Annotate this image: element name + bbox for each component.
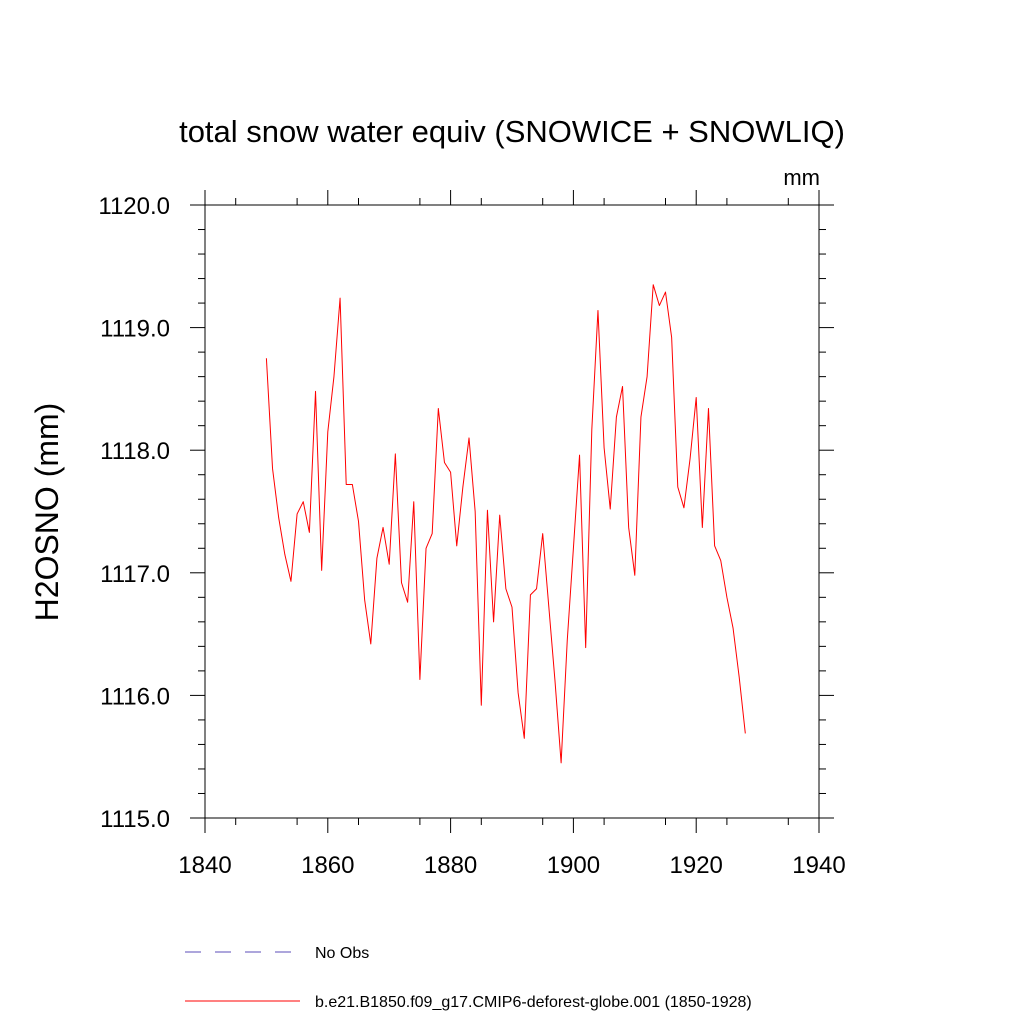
y-tick-label: 1120.0 bbox=[98, 193, 170, 220]
legend-label: No Obs bbox=[315, 945, 369, 962]
axis-ticks: 1840 1860 1880 1900 1920 1940 1115.0 1116.0 1117… bbox=[98, 190, 846, 879]
y-tick-label: 1115.0 bbox=[100, 806, 170, 833]
legend: No Obs b.e21.B1850.f09_g17.CMIP6-deforest… bbox=[185, 945, 752, 1011]
series-line bbox=[265, 284, 746, 764]
y-axis-label: H2OSNO (mm) bbox=[29, 403, 65, 622]
y-tick-label: 1119.0 bbox=[100, 316, 170, 343]
legend-label: b.e21.B1850.f09_g17.CMIP6-deforest-globe… bbox=[315, 994, 752, 1011]
y-tick-label: 1118.0 bbox=[100, 438, 170, 465]
units-label: mm bbox=[783, 165, 820, 190]
series-group bbox=[265, 284, 746, 764]
y-tick-label: 1116.0 bbox=[100, 683, 170, 710]
x-tick-label: 1840 bbox=[178, 852, 231, 879]
chart-title: total snow water equiv (SNOWICE + SNOWLI… bbox=[179, 114, 845, 149]
x-tick-label: 1900 bbox=[547, 852, 600, 879]
x-tick-label: 1880 bbox=[424, 852, 477, 879]
x-tick-label: 1940 bbox=[792, 852, 845, 879]
y-tick-label: 1117.0 bbox=[100, 561, 170, 588]
plot-area-frame bbox=[204, 204, 820, 819]
x-tick-label: 1860 bbox=[301, 852, 354, 879]
x-tick-label: 1920 bbox=[670, 852, 723, 879]
